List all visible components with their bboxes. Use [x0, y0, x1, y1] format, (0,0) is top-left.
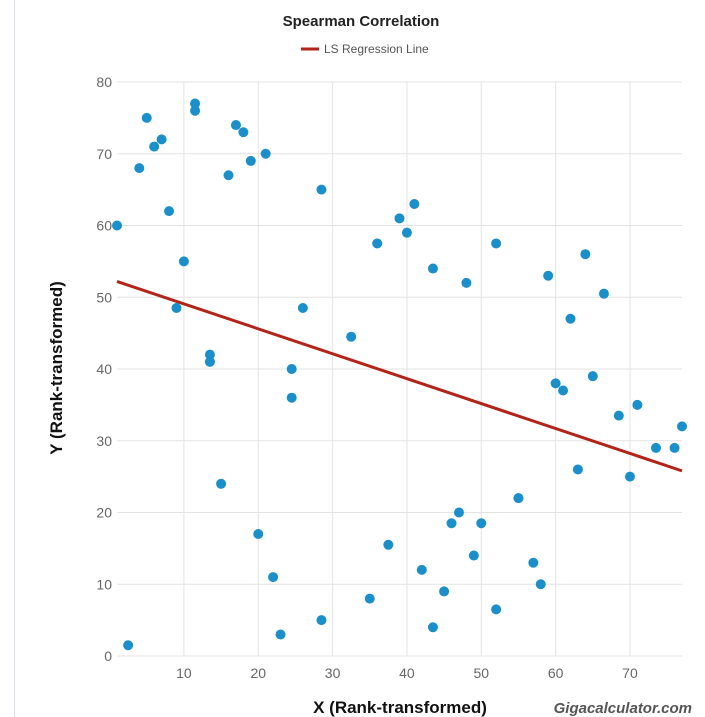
- data-point: [565, 314, 575, 324]
- watermark: Gigacalculator.com: [554, 700, 692, 717]
- data-point: [677, 421, 687, 431]
- data-point: [171, 303, 181, 313]
- y-tick-label: 10: [96, 576, 112, 592]
- x-tick-label: 50: [473, 665, 489, 681]
- data-point: [231, 120, 241, 130]
- legend-label-regression-line: LS Regression Line: [324, 42, 429, 56]
- data-point: [409, 199, 419, 209]
- grid-lines: [117, 82, 682, 656]
- y-tick-label: 30: [96, 433, 112, 449]
- data-point: [536, 579, 546, 589]
- data-point: [238, 127, 248, 137]
- data-point: [316, 615, 326, 625]
- data-point: [383, 540, 393, 550]
- data-point: [123, 640, 133, 650]
- data-point: [417, 565, 427, 575]
- data-point: [316, 185, 326, 195]
- data-point: [580, 249, 590, 259]
- data-point: [588, 371, 598, 381]
- y-axis-title: Y (Rank-transformed): [47, 281, 66, 455]
- data-point: [190, 106, 200, 116]
- y-tick-label: 60: [96, 218, 112, 234]
- data-point: [469, 551, 479, 561]
- data-point: [428, 622, 438, 632]
- data-point: [268, 572, 278, 582]
- data-point: [599, 289, 609, 299]
- data-point: [528, 558, 538, 568]
- legend[interactable]: LS Regression Line: [301, 42, 429, 56]
- data-point: [428, 264, 438, 274]
- data-point: [253, 529, 263, 539]
- data-point: [205, 357, 215, 367]
- y-tick-label: 40: [96, 361, 112, 377]
- data-points: [112, 99, 687, 651]
- data-point: [112, 221, 122, 231]
- data-point: [476, 518, 486, 528]
- y-tick-label: 0: [104, 648, 112, 664]
- data-point: [224, 170, 234, 180]
- data-point: [558, 386, 568, 396]
- data-point: [454, 508, 464, 518]
- data-point: [134, 163, 144, 173]
- data-point: [276, 629, 286, 639]
- data-point: [447, 518, 457, 528]
- y-tick-label: 20: [96, 505, 112, 521]
- data-point: [491, 238, 501, 248]
- data-point: [216, 479, 226, 489]
- data-point: [632, 400, 642, 410]
- data-point: [372, 238, 382, 248]
- data-point: [157, 134, 167, 144]
- x-tick-label: 10: [176, 665, 192, 681]
- data-point: [261, 149, 271, 159]
- data-point: [670, 443, 680, 453]
- data-point: [298, 303, 308, 313]
- page-left-border: [14, 0, 15, 717]
- data-point: [164, 206, 174, 216]
- data-point: [402, 228, 412, 238]
- data-point: [287, 393, 297, 403]
- chart-title: Spearman Correlation: [283, 13, 440, 30]
- data-point: [461, 278, 471, 288]
- data-point: [149, 142, 159, 152]
- data-point: [365, 594, 375, 604]
- data-point: [573, 464, 583, 474]
- y-tick-label: 80: [96, 74, 112, 90]
- y-tick-label: 50: [96, 289, 112, 305]
- data-point: [491, 604, 501, 614]
- x-tick-label: 60: [548, 665, 564, 681]
- data-point: [246, 156, 256, 166]
- data-point: [439, 586, 449, 596]
- data-point: [614, 411, 624, 421]
- axes: 10 20 30 40 50 60 70 0 10 20 30 40 50 60 70 80: [96, 74, 638, 681]
- x-tick-label: 40: [399, 665, 415, 681]
- data-point: [625, 472, 635, 482]
- data-point: [346, 332, 356, 342]
- y-tick-label: 70: [96, 146, 112, 162]
- data-point: [513, 493, 523, 503]
- data-point: [543, 271, 553, 281]
- data-point: [142, 113, 152, 123]
- data-point: [395, 213, 405, 223]
- data-point: [651, 443, 661, 453]
- x-tick-label: 70: [622, 665, 638, 681]
- data-point: [551, 378, 561, 388]
- x-axis-title: X (Rank-transformed): [313, 698, 487, 717]
- x-tick-label: 30: [325, 665, 341, 681]
- data-point: [287, 364, 297, 374]
- x-tick-label: 20: [250, 665, 266, 681]
- data-point: [179, 256, 189, 266]
